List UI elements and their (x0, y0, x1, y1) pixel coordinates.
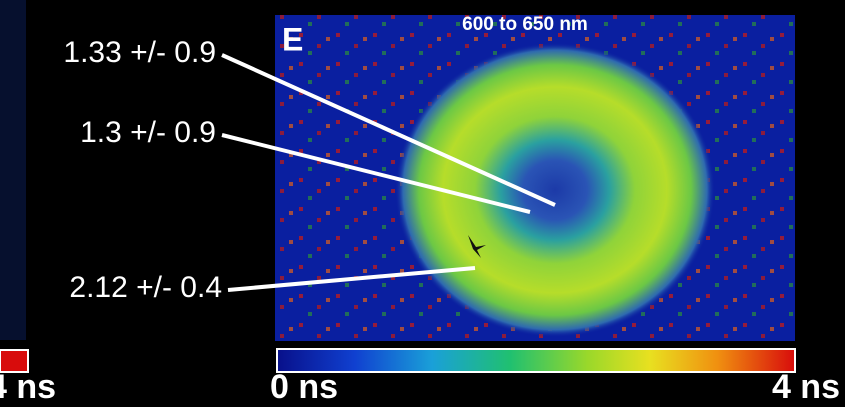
image-title: 600 to 650 nm (462, 14, 588, 35)
annotation-line (221, 133, 531, 214)
colorbar-min-label: 0 ns (270, 368, 338, 406)
left-colorbar-label: 4 ns (0, 368, 56, 406)
annotation-label: 1.33 +/- 0.9 (63, 36, 216, 69)
annotation-label: 1.3 +/- 0.9 (80, 116, 216, 149)
panel-label: E (282, 21, 303, 57)
dark-spot (468, 235, 486, 258)
annotation-line (227, 266, 476, 292)
annotation-line (221, 53, 556, 207)
colorbar (276, 348, 796, 373)
annotation-lines (221, 53, 556, 292)
colorbar-max-label: 4 ns (772, 368, 840, 406)
left-panel-image (0, 0, 26, 340)
left-colorbar (0, 349, 29, 373)
annotation-label: 2.12 +/- 0.4 (69, 271, 222, 304)
cell-donut (395, 40, 715, 340)
